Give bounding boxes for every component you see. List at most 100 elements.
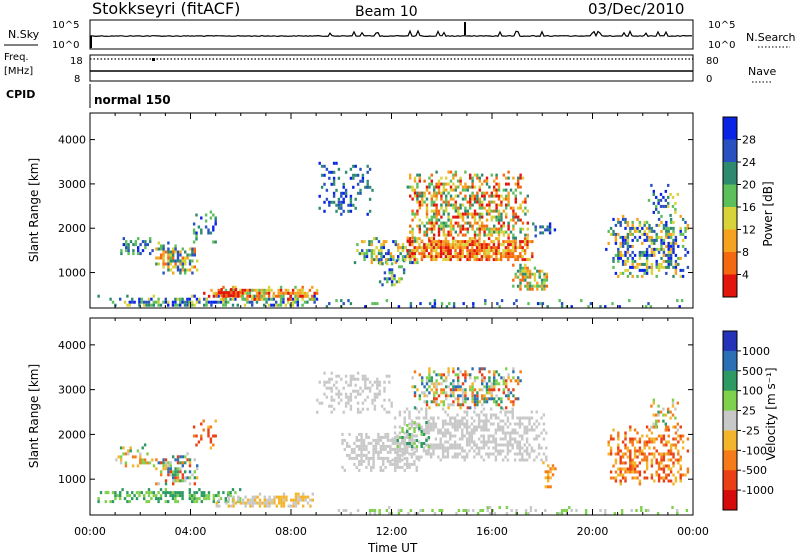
scatter-cell (125, 249, 128, 253)
scatter-cell (464, 212, 467, 216)
scatter-cell (191, 271, 194, 275)
scatter-cell (320, 185, 324, 189)
scatter-cell (487, 446, 490, 450)
scatter-cell (207, 431, 210, 435)
scatter-cell (200, 228, 203, 232)
scatter-cell (320, 173, 324, 177)
scatter-cell (648, 437, 651, 441)
scatter-cell (560, 509, 564, 512)
scatter-cell (368, 185, 372, 189)
scatter-cell (219, 497, 223, 501)
scatter-cell (447, 230, 450, 234)
scatter-cell (645, 455, 649, 459)
scatter-cell (225, 501, 228, 505)
scatter-cell (488, 397, 491, 401)
scatter-cell (332, 383, 336, 387)
scatter-cell (505, 367, 508, 371)
scatter-cell (473, 212, 477, 216)
scatter-cell (676, 512, 679, 515)
scatter-cell (506, 443, 510, 447)
scatter-cell (466, 230, 469, 234)
scatter-cell (521, 176, 525, 180)
scatter-cell (638, 262, 642, 266)
scatter-cell (454, 209, 457, 213)
scatter-cell (378, 392, 381, 396)
scatter-cell (447, 240, 450, 244)
scatter-cell (495, 249, 498, 253)
scatter-cell (344, 392, 348, 396)
scatter-cell (664, 198, 667, 202)
scatter-cell (196, 259, 199, 263)
scatter-cell (512, 388, 515, 392)
scatter-cell (461, 428, 464, 432)
scatter-cell (296, 297, 300, 301)
scatter-cell (669, 244, 673, 248)
scatter-cell (234, 501, 238, 505)
scatter-cell (157, 297, 160, 301)
scatter-cell (361, 249, 364, 253)
scatter-cell (251, 504, 254, 508)
scatter-cell (648, 446, 651, 450)
scatter-cell (408, 240, 412, 244)
scatter-cell (463, 425, 466, 429)
scatter-cell (449, 221, 453, 225)
scatter-cell (669, 226, 673, 230)
scatter-cell (181, 300, 184, 304)
scatter-cell (157, 482, 160, 486)
scatter-cell (488, 385, 491, 389)
scatter-cell (442, 200, 445, 204)
scatter-cell (459, 370, 462, 374)
scatter-cell (117, 455, 120, 459)
scatter-cell (619, 253, 622, 257)
scatter-cell (442, 209, 445, 213)
scatter-cell (437, 239, 441, 243)
scatter-cell (500, 200, 503, 204)
scatter-cell (537, 452, 541, 456)
scatter-cell (131, 491, 134, 495)
scatter-cell (246, 294, 249, 298)
scatter-cell (465, 443, 469, 447)
scatter-cell (384, 432, 387, 436)
scatter-cell (512, 191, 515, 195)
scatter-cell (437, 403, 441, 407)
scatter-cell (647, 302, 650, 306)
scatter-cell (493, 227, 496, 231)
scatter-cell (155, 256, 158, 260)
scatter-cell (403, 443, 406, 447)
scatter-cell (662, 241, 666, 245)
scatter-cell (179, 455, 182, 459)
scatter-cell (607, 440, 610, 444)
scatter-cell (387, 258, 390, 262)
scatter-cell (255, 288, 259, 292)
scatter-cell (667, 407, 670, 411)
scatter-cell (207, 428, 210, 432)
scatter-cell (260, 291, 264, 295)
scatter-cell (506, 449, 510, 453)
scatter-cell (539, 302, 542, 306)
beam-title: Beam 10 (355, 4, 418, 20)
scatter-cell (504, 431, 507, 435)
scatter-cell (633, 452, 637, 456)
scatter-cell (162, 244, 165, 248)
scatter-cell (184, 259, 187, 263)
scatter-cell (461, 373, 465, 377)
scatter-cell (537, 422, 541, 426)
scatter-cell (669, 470, 673, 474)
scatter-cell (645, 226, 649, 230)
scatter-cell (684, 220, 687, 224)
scatter-cell (669, 449, 673, 453)
scatter-cell (254, 501, 257, 505)
scatter-cell (497, 449, 500, 453)
scatter-cell (540, 281, 544, 285)
scatter-cell (657, 201, 660, 205)
scatter-cell (272, 291, 276, 295)
scatter-cell (463, 434, 466, 438)
scatter-cell (454, 385, 457, 389)
scatter-cell (452, 382, 455, 386)
scatter-cell (478, 179, 481, 183)
scatter-cell (425, 428, 428, 432)
scatter-cell (359, 188, 362, 192)
scatter-cell (232, 495, 235, 499)
scatter-cell (480, 446, 483, 450)
scatter-cell (386, 435, 390, 439)
